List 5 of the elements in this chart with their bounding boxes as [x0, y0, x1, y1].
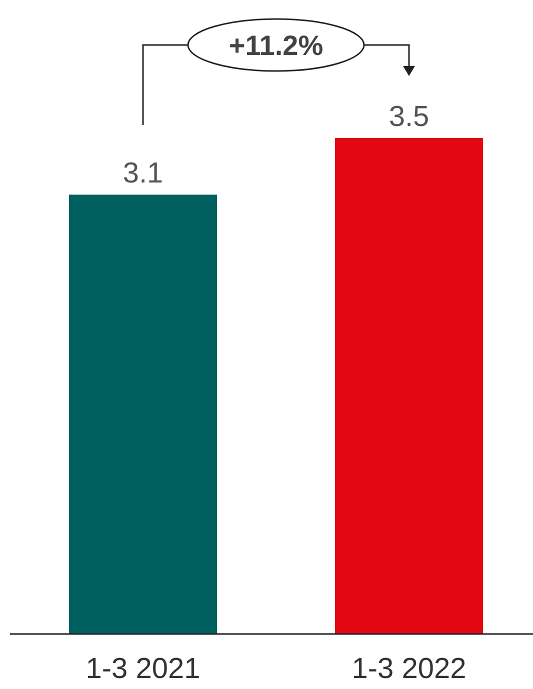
text: +11.2% — [228, 30, 324, 61]
data-label: 3.1 — [122, 158, 164, 190]
x-tick-label: 1-3 2021 — [86, 653, 200, 685]
x-tick-label: 1-3 2022 — [352, 653, 466, 685]
data-label: 3.5 — [388, 101, 430, 133]
